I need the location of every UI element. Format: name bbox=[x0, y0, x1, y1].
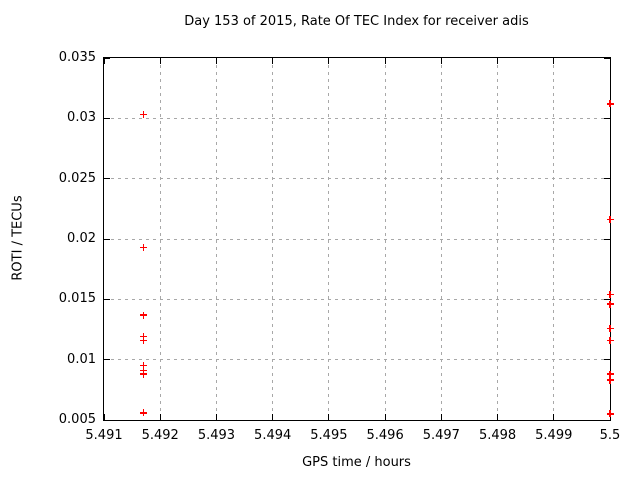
y-tick-mark bbox=[604, 57, 610, 59]
x-tick-mark bbox=[440, 414, 442, 420]
y-tick-mark bbox=[604, 117, 610, 119]
x-tick-label: 5.496 bbox=[366, 428, 404, 443]
y-gridline bbox=[104, 298, 610, 300]
x-tick-label: 5.495 bbox=[310, 428, 348, 443]
data-point bbox=[606, 300, 614, 308]
data-point bbox=[606, 100, 614, 108]
x-tick-label: 5.5 bbox=[599, 428, 621, 443]
y-tick-mark bbox=[604, 359, 610, 361]
data-point bbox=[139, 311, 147, 319]
x-tick-mark bbox=[328, 414, 330, 420]
data-point bbox=[139, 370, 147, 378]
x-tick-label: 5.498 bbox=[478, 428, 517, 443]
y-tick-label: 0.025 bbox=[58, 170, 96, 186]
y-tick-mark bbox=[104, 117, 110, 119]
x-tick-mark bbox=[440, 58, 442, 64]
data-point bbox=[606, 376, 614, 384]
data-point bbox=[139, 362, 147, 370]
y-tick-mark bbox=[104, 359, 110, 361]
x-tick-label: 5.491 bbox=[85, 428, 123, 443]
y-tick-mark bbox=[104, 238, 110, 240]
x-tick-label: 5.499 bbox=[535, 428, 573, 443]
x-tick-mark bbox=[215, 58, 217, 64]
x-tick-mark bbox=[497, 414, 499, 420]
x-gridline bbox=[384, 58, 386, 420]
y-axis-label: ROTI / TECUs bbox=[10, 195, 26, 281]
y-tick-mark bbox=[104, 419, 110, 421]
x-gridline bbox=[272, 58, 274, 420]
y-tick-label: 0.005 bbox=[58, 412, 96, 427]
x-tick-mark bbox=[215, 414, 217, 420]
data-point bbox=[606, 291, 614, 298]
data-point bbox=[139, 333, 147, 341]
y-tick-mark bbox=[604, 178, 610, 180]
y-tick-mark bbox=[104, 178, 110, 180]
data-point bbox=[139, 336, 147, 344]
x-gridline bbox=[215, 58, 217, 420]
y-tick-mark bbox=[104, 298, 110, 300]
plot-area: 0.005 0.01 0.015 0.02 0.025 0.03 0.035 5.491 5.4… bbox=[59, 50, 621, 443]
y-gridline bbox=[104, 178, 610, 180]
x-gridline bbox=[328, 58, 330, 420]
x-tick-mark bbox=[328, 58, 330, 64]
x-gridline bbox=[440, 58, 442, 420]
y-tick-mark bbox=[604, 419, 610, 421]
y-tick-label: 0.015 bbox=[58, 291, 96, 307]
x-tick-mark bbox=[159, 58, 161, 64]
data-point bbox=[606, 370, 614, 378]
data-point bbox=[606, 324, 614, 332]
x-tick-mark bbox=[159, 414, 161, 420]
x-gridline bbox=[553, 58, 555, 420]
x-axis-label: GPS time / hours bbox=[302, 455, 411, 470]
data-point bbox=[139, 111, 147, 119]
y-gridline bbox=[104, 238, 610, 240]
y-tick-label: 0.03 bbox=[67, 110, 96, 126]
chart-title: Day 153 of 2015, Rate Of TEC Index for r… bbox=[184, 14, 529, 29]
y-gridline bbox=[104, 359, 610, 361]
y-tick-label: 0.035 bbox=[58, 50, 96, 65]
x-tick-mark bbox=[553, 58, 555, 64]
data-point bbox=[139, 243, 147, 251]
x-tick-mark bbox=[384, 414, 386, 420]
y-tick-mark bbox=[604, 238, 610, 240]
y-tick-mark bbox=[104, 57, 110, 59]
x-tick-mark bbox=[609, 58, 611, 64]
x-tick-mark bbox=[272, 58, 274, 64]
x-gridline bbox=[497, 58, 499, 420]
x-tick-label: 5.493 bbox=[197, 428, 236, 443]
x-tick-mark bbox=[553, 414, 555, 420]
data-point bbox=[139, 367, 147, 375]
x-tick-mark bbox=[272, 414, 274, 420]
data-point bbox=[606, 216, 614, 224]
y-tick-label: 0.01 bbox=[67, 351, 96, 367]
x-tick-label: 5.492 bbox=[141, 428, 179, 443]
y-tick-label: 0.02 bbox=[67, 231, 96, 246]
x-tick-mark bbox=[497, 58, 499, 64]
y-gridline bbox=[104, 117, 610, 119]
x-tick-mark bbox=[384, 58, 386, 64]
x-tick-mark bbox=[103, 58, 105, 64]
data-point bbox=[139, 409, 147, 417]
x-tick-mark bbox=[103, 414, 105, 420]
data-point bbox=[606, 410, 614, 418]
x-tick-label: 5.494 bbox=[254, 428, 292, 443]
x-tick-label: 5.497 bbox=[422, 428, 460, 443]
x-gridline bbox=[159, 58, 161, 420]
y-tick-mark bbox=[604, 298, 610, 300]
data-point bbox=[606, 336, 614, 344]
